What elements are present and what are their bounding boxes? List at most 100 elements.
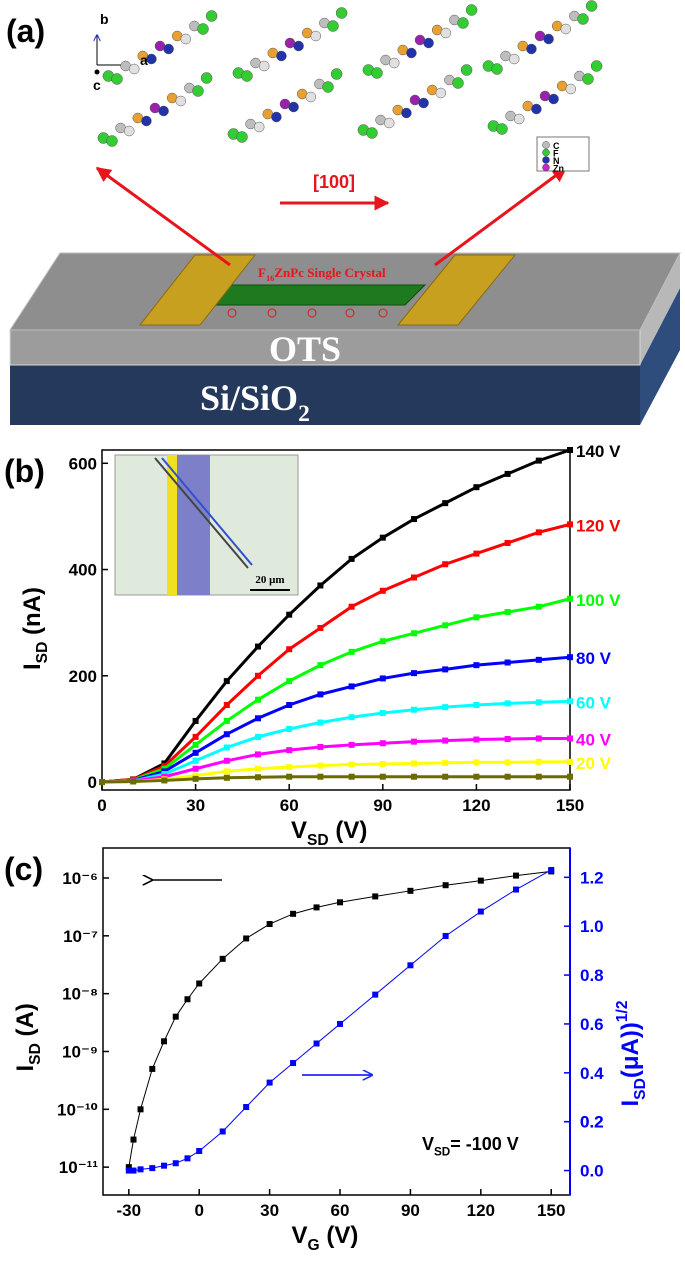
- panel-label: (a): [6, 13, 45, 49]
- atom: [141, 115, 152, 127]
- marker: [348, 555, 355, 562]
- marker: [504, 700, 511, 707]
- label-part: V: [422, 1134, 434, 1154]
- marker: [317, 582, 324, 589]
- label-part: (V): [329, 817, 368, 844]
- marker: [130, 1167, 137, 1174]
- marker: [473, 773, 480, 780]
- rich-label: VSD (V): [291, 817, 367, 849]
- atom: [236, 131, 248, 143]
- marker: [172, 1160, 179, 1167]
- atom: [175, 95, 187, 107]
- marker: [161, 777, 168, 784]
- label-part: V: [292, 1222, 308, 1249]
- x-tick-label: 120: [467, 1201, 495, 1220]
- rich-label: ISD(μA))1/2: [614, 1000, 649, 1106]
- marker: [442, 704, 449, 711]
- label-part: F: [258, 265, 266, 280]
- y2-tick-label: 0.2: [580, 1113, 604, 1132]
- marker: [223, 774, 230, 781]
- atom: [123, 125, 135, 137]
- marker: [130, 778, 137, 785]
- label-part: (V): [320, 1222, 359, 1249]
- atom: [128, 63, 140, 75]
- marker: [535, 699, 542, 706]
- marker: [567, 758, 573, 765]
- marker: [130, 1136, 137, 1143]
- marker: [567, 735, 573, 742]
- label-part: = -100 V: [450, 1134, 519, 1154]
- marker: [348, 683, 355, 690]
- atom: [388, 57, 400, 69]
- marker: [348, 603, 355, 610]
- panel-label: (c): [4, 851, 43, 887]
- y2-tick-label: 0.6: [580, 1015, 604, 1034]
- marker: [223, 702, 230, 708]
- marker: [172, 1013, 179, 1020]
- atom: [335, 7, 348, 19]
- y-tick-label: 10⁻⁹: [62, 1042, 98, 1061]
- x-tick-label: 60: [331, 1201, 350, 1220]
- marker: [411, 738, 417, 745]
- marker: [313, 1040, 320, 1047]
- marker: [255, 751, 261, 758]
- plot-frame: [101, 449, 571, 791]
- marker: [411, 760, 417, 767]
- marker: [535, 529, 542, 536]
- y2-tick-label: 1.2: [580, 868, 604, 887]
- marker: [223, 744, 230, 751]
- atom: [465, 4, 478, 16]
- atom: [548, 93, 559, 105]
- marker: [219, 955, 226, 962]
- marker: [535, 603, 542, 610]
- marker: [348, 714, 355, 721]
- x-tick-label: 0: [97, 796, 106, 815]
- atom: [460, 64, 473, 76]
- marker: [442, 561, 449, 568]
- device: [9, 35, 681, 425]
- marker: [535, 656, 542, 663]
- marker: [184, 996, 191, 1003]
- marker: [223, 768, 230, 775]
- atom: [585, 0, 598, 12]
- marker: [317, 762, 324, 769]
- axis-name: b: [100, 11, 109, 27]
- marker: [535, 773, 542, 780]
- marker: [348, 773, 355, 780]
- atom: [192, 85, 204, 97]
- marker: [411, 574, 417, 581]
- marker: [513, 886, 520, 893]
- marker: [255, 715, 261, 722]
- marker: [535, 735, 542, 742]
- marker: [196, 980, 203, 987]
- marker: [223, 757, 230, 764]
- marker: [379, 638, 386, 645]
- atom: [582, 73, 594, 85]
- marker: [223, 678, 230, 685]
- legend-label: N: [553, 156, 560, 166]
- marker: [192, 733, 199, 740]
- y-tick-label: 600: [69, 454, 97, 473]
- marker: [317, 719, 324, 726]
- atom: [418, 97, 429, 109]
- marker: [504, 609, 511, 616]
- marker: [286, 611, 293, 618]
- atom: [560, 23, 572, 35]
- x-tick-label: 150: [556, 796, 584, 815]
- series-line: [101, 736, 570, 784]
- x-tick-label: 90: [373, 796, 392, 815]
- atom: [106, 135, 118, 147]
- atom: [508, 53, 520, 65]
- marker: [442, 882, 449, 889]
- series-label: 100 V: [576, 591, 621, 610]
- x-tick-label: 60: [280, 796, 299, 815]
- inset-needle: [161, 457, 253, 566]
- series-line: [101, 775, 570, 784]
- atom: [513, 113, 525, 125]
- label-part: I: [19, 663, 46, 670]
- marker: [567, 447, 573, 453]
- marker: [337, 1020, 344, 1027]
- label-part: 2: [298, 401, 310, 427]
- marker: [504, 736, 511, 742]
